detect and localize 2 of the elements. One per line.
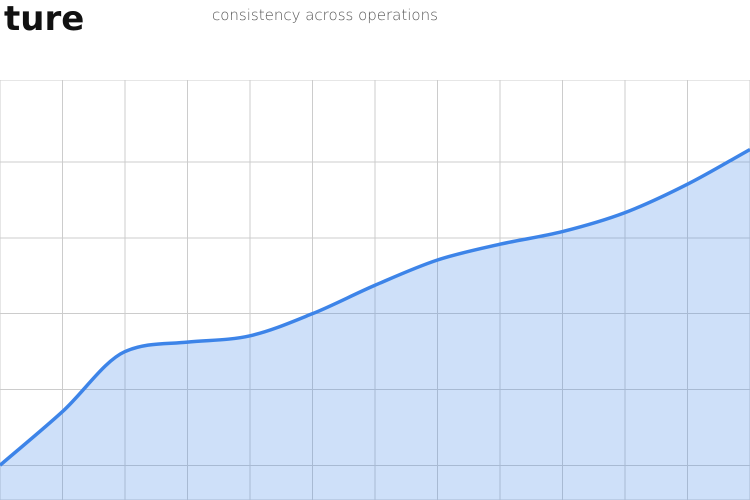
chart-title: ture bbox=[4, 0, 84, 39]
chart-subtitle: consistency across operations bbox=[212, 6, 438, 24]
